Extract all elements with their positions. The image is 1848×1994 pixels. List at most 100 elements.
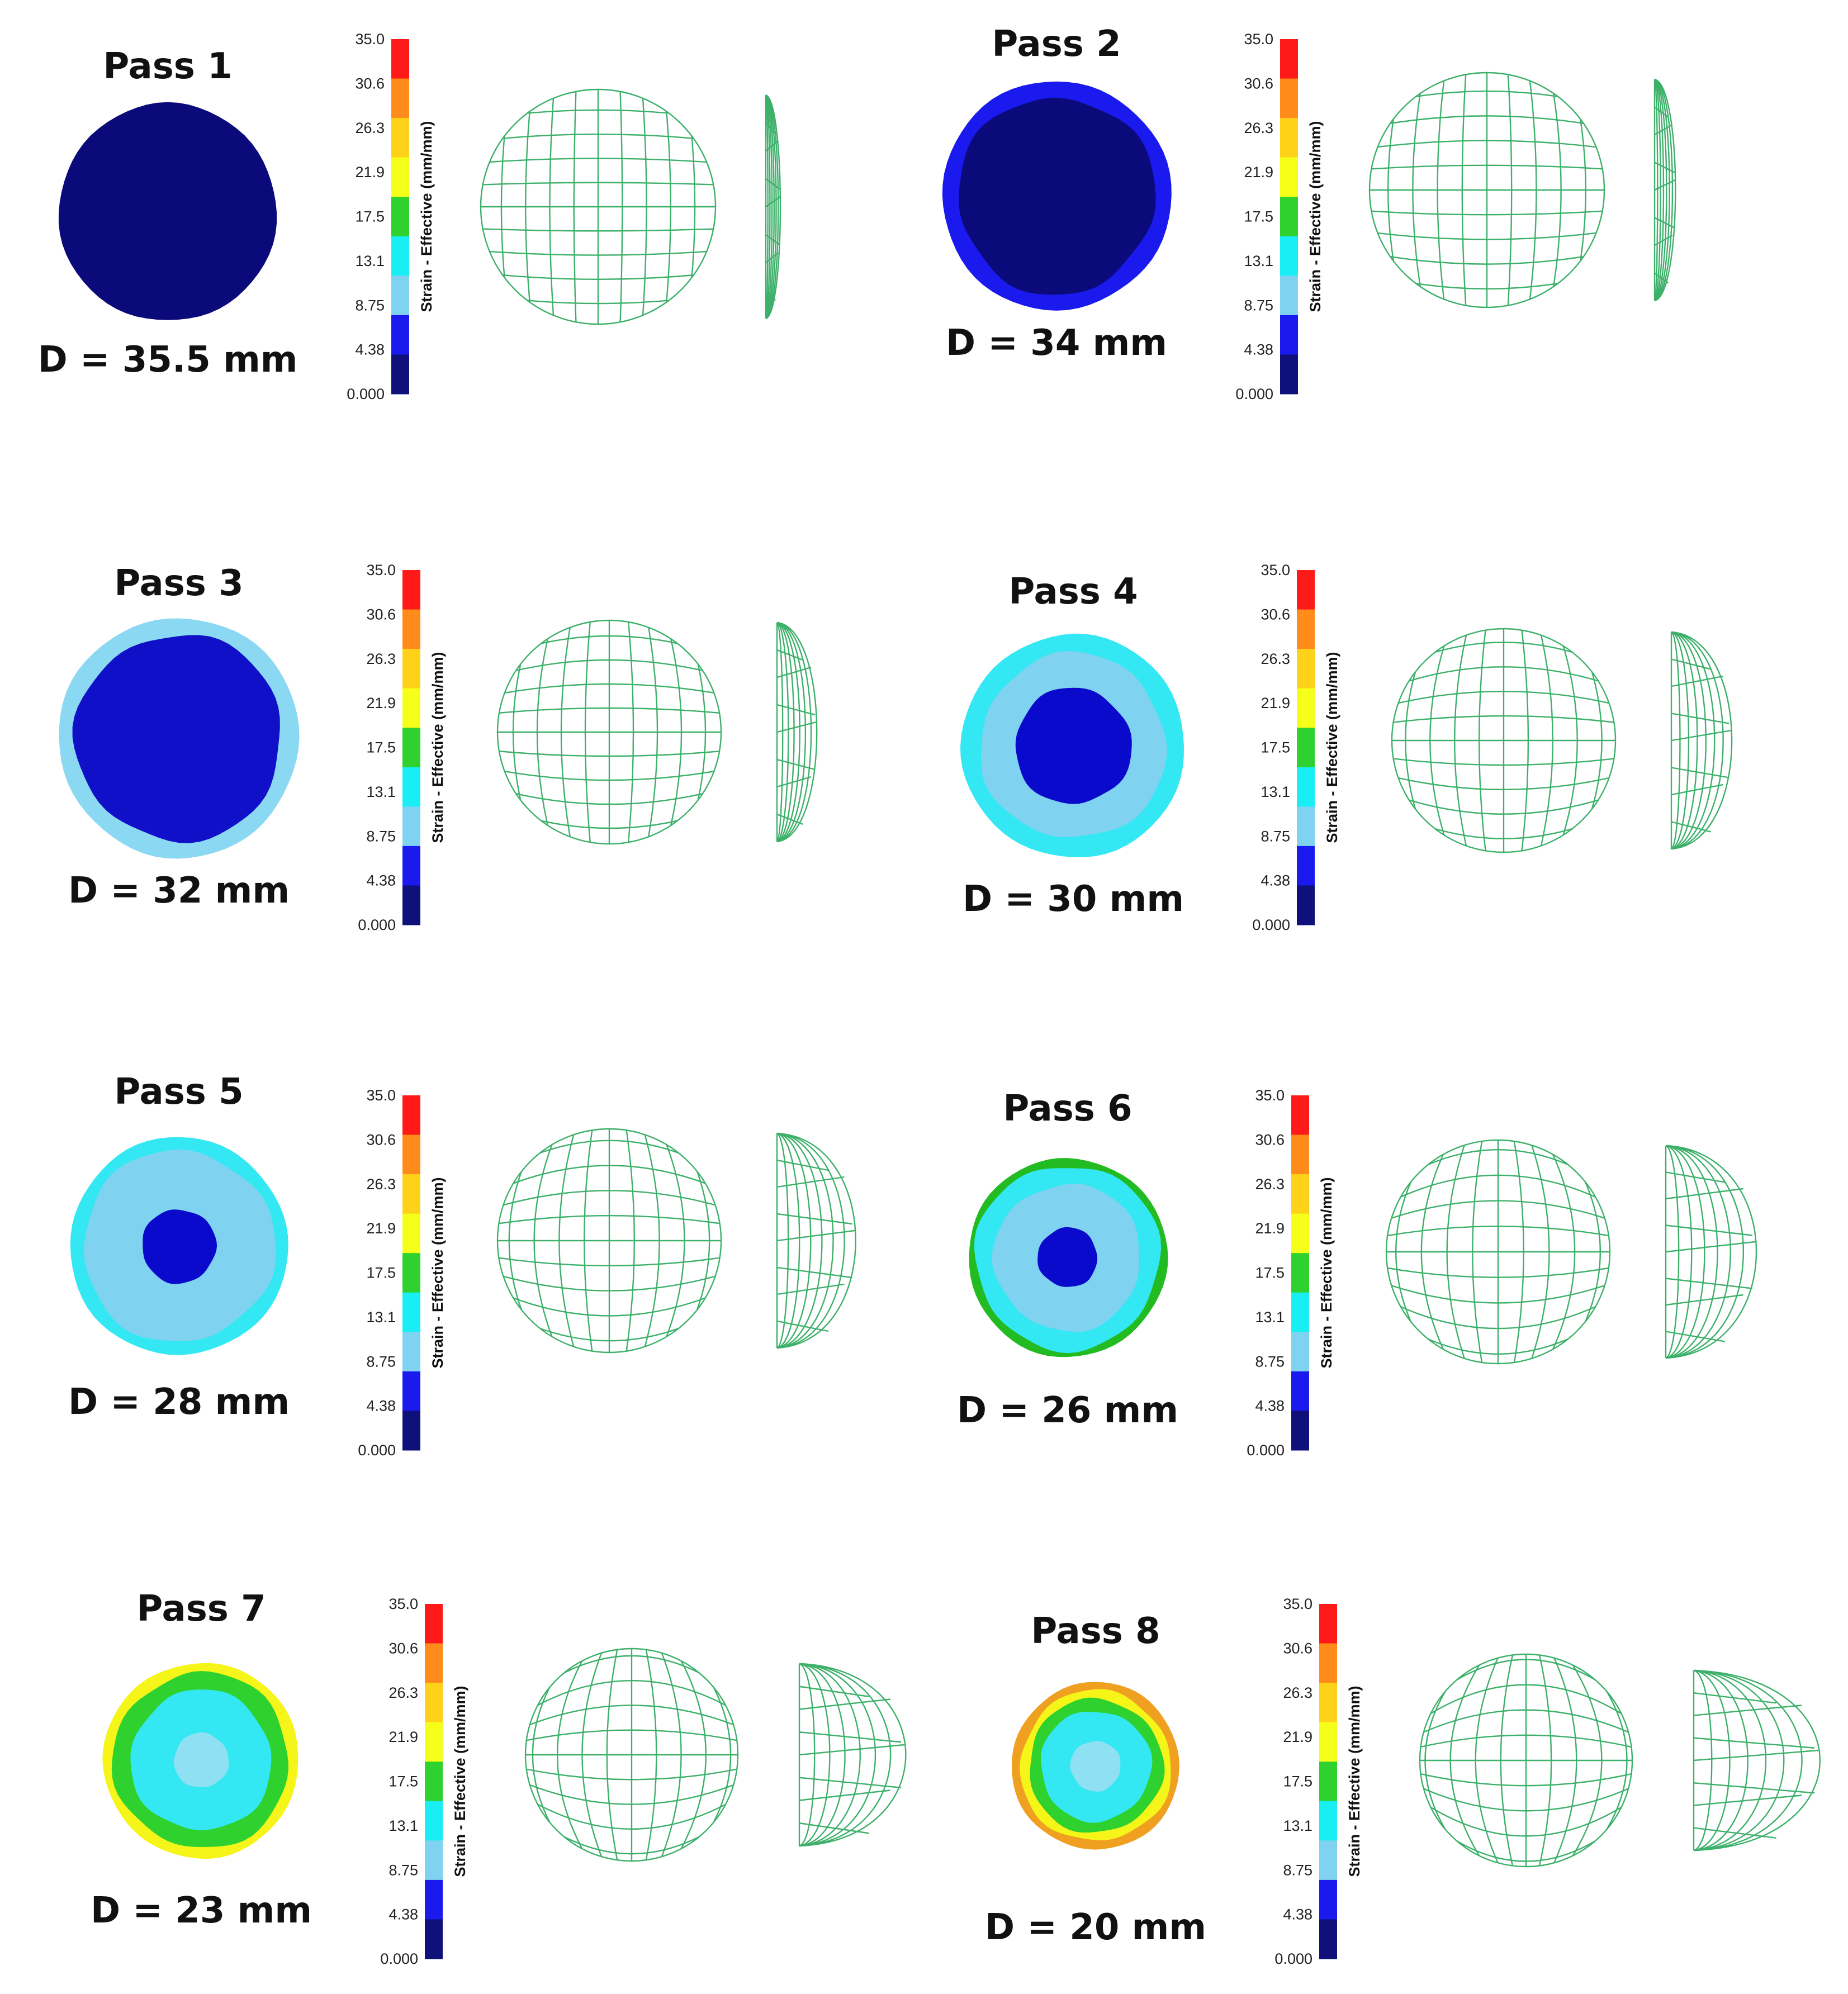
mesh-line xyxy=(1507,73,1513,307)
scale-tick-label: 26.3 xyxy=(1255,1176,1285,1193)
scale-segment xyxy=(391,354,409,395)
scale-tick-label: 0.000 xyxy=(1252,917,1290,933)
scale-tick-label: 30.6 xyxy=(1283,1640,1312,1656)
mesh-line xyxy=(1392,776,1615,790)
scale-segment xyxy=(402,1253,420,1293)
scale-tick-label: 30.6 xyxy=(1261,606,1290,623)
cup-meridian xyxy=(765,94,777,320)
scale-tick-label: 13.1 xyxy=(1255,1309,1285,1326)
scale-axis-label: Strain - Effective (mm/mm) xyxy=(452,1686,468,1877)
scale-tick-label: 17.5 xyxy=(1255,1265,1285,1281)
pass-title: Pass 4 xyxy=(1008,571,1138,613)
cup-meridian xyxy=(1693,1669,1785,1851)
mesh-side-view xyxy=(1693,1669,1821,1851)
scale-segment xyxy=(425,1722,443,1762)
scale-segment xyxy=(402,846,420,886)
cup-cross-line xyxy=(1693,1692,1776,1704)
cup-cross-line xyxy=(1665,1278,1753,1289)
mesh-front-view xyxy=(1368,72,1605,308)
scale-segment xyxy=(1297,728,1315,768)
mesh-line xyxy=(1386,1299,1610,1330)
cup-outer xyxy=(1665,1145,1757,1359)
scale-segment xyxy=(402,1332,420,1372)
diameter-label: D = 20 mm xyxy=(985,1907,1206,1948)
cup-cross-line xyxy=(1671,658,1711,670)
cup-cross-line xyxy=(1665,1224,1753,1236)
pass-panel: Pass 5 D = 28 mm 35.0 30.6 26.3 21.9 17.5 13.1 8… xyxy=(68,1071,856,1459)
cup-outer xyxy=(776,621,818,843)
cup-meridian xyxy=(1671,631,1698,850)
mesh-line xyxy=(645,1649,657,1861)
mesh-line xyxy=(1529,1140,1550,1364)
color-scale-bar: 35.0 30.6 26.3 21.9 17.5 13.1 8.75 4.38 0.000 Str… xyxy=(358,562,446,933)
cup-meridian xyxy=(799,1663,892,1847)
scale-segment xyxy=(1319,1762,1337,1802)
cup-meridian xyxy=(1653,79,1659,301)
scale-segment xyxy=(402,1371,420,1411)
scale-tick-label: 0.000 xyxy=(1247,1442,1285,1459)
mesh-front-view xyxy=(496,1128,722,1354)
color-scale-bar: 35.0 30.6 26.3 21.9 17.5 13.1 8.75 4.38 0.000 Str… xyxy=(380,1596,468,1967)
mesh-side-view xyxy=(1670,631,1733,850)
scale-tick-label: 35.0 xyxy=(1244,31,1273,48)
mesh-line xyxy=(674,1649,707,1861)
mesh-line xyxy=(1420,1800,1632,1837)
scale-segment xyxy=(1319,1801,1337,1841)
scale-segment xyxy=(402,688,420,728)
cup-meridian xyxy=(765,94,773,319)
pass-panel: Pass 3 D = 32 mm 35.0 30.6 26.3 21.9 17.5 13.1 8… xyxy=(59,562,818,933)
scale-tick-label: 17.5 xyxy=(1283,1773,1312,1790)
cup-cross-line xyxy=(1671,821,1711,833)
mesh-front-view xyxy=(1391,628,1617,853)
scale-tick-label: 17.5 xyxy=(1244,208,1273,225)
cup-cross-line xyxy=(799,1698,890,1710)
scale-segment xyxy=(1291,1213,1309,1254)
cup-meridian xyxy=(776,621,812,843)
scale-tick-label: 21.9 xyxy=(388,1729,418,1745)
color-scale-bar: 35.0 30.6 26.3 21.9 17.5 13.1 8.75 4.38 0.000 Str… xyxy=(347,31,435,402)
color-scale-bar: 35.0 30.6 26.3 21.9 17.5 13.1 8.75 4.38 0.000 Str… xyxy=(1274,1596,1363,1967)
scale-axis-label: Strain - Effective (mm/mm) xyxy=(418,121,435,312)
scale-segment xyxy=(1280,354,1298,395)
cup-meridian xyxy=(1665,1145,1693,1359)
scale-tick-label: 21.9 xyxy=(366,1220,396,1237)
cup-cross-line xyxy=(1654,272,1669,284)
scale-segment xyxy=(1319,1840,1337,1881)
scale-segment xyxy=(391,276,409,316)
contour-band xyxy=(959,97,1156,295)
scale-tick-label: 8.75 xyxy=(355,297,385,314)
scale-tick-label: 30.6 xyxy=(388,1640,418,1656)
cup-meridian xyxy=(776,621,789,843)
diameter-label: D = 23 mm xyxy=(91,1890,312,1931)
mesh-line xyxy=(497,1257,721,1266)
strain-contour-disc xyxy=(70,1137,288,1355)
mesh-line xyxy=(1538,1654,1552,1867)
scale-segment xyxy=(1291,1134,1309,1175)
mesh-line xyxy=(626,1129,635,1352)
scale-tick-label: 35.0 xyxy=(1261,562,1290,578)
scale-tick-label: 8.75 xyxy=(366,1353,396,1370)
scale-tick-label: 13.1 xyxy=(366,1309,396,1326)
scale-segment xyxy=(1280,315,1298,355)
cup-cross-line xyxy=(776,1176,845,1188)
scale-segment xyxy=(402,767,420,807)
scale-segment xyxy=(402,728,420,768)
scale-tick-label: 4.38 xyxy=(1244,341,1273,358)
cup-cross-line xyxy=(1665,1171,1726,1183)
cup-outer xyxy=(1671,631,1733,850)
scale-segment xyxy=(1319,1643,1337,1683)
mesh-line xyxy=(1420,1773,1632,1787)
scale-tick-label: 17.5 xyxy=(1261,739,1290,756)
cup-cross-line xyxy=(765,140,779,151)
mesh-line xyxy=(497,788,721,805)
mesh-grid xyxy=(1420,1654,1632,1867)
mesh-line xyxy=(1386,1267,1610,1278)
scale-segment xyxy=(1291,1253,1309,1293)
scale-tick-label: 26.3 xyxy=(1283,1684,1312,1701)
cup-cross-line xyxy=(1693,1827,1776,1839)
cup-meridian xyxy=(1665,1145,1718,1359)
mesh-line xyxy=(497,1291,721,1317)
cup-meridian xyxy=(765,94,769,319)
scale-tick-label: 4.38 xyxy=(366,872,396,889)
pass-panel: Pass 6 D = 26 mm 35.0 30.6 26.3 21.9 17.5 13.1 8… xyxy=(957,1087,1757,1459)
